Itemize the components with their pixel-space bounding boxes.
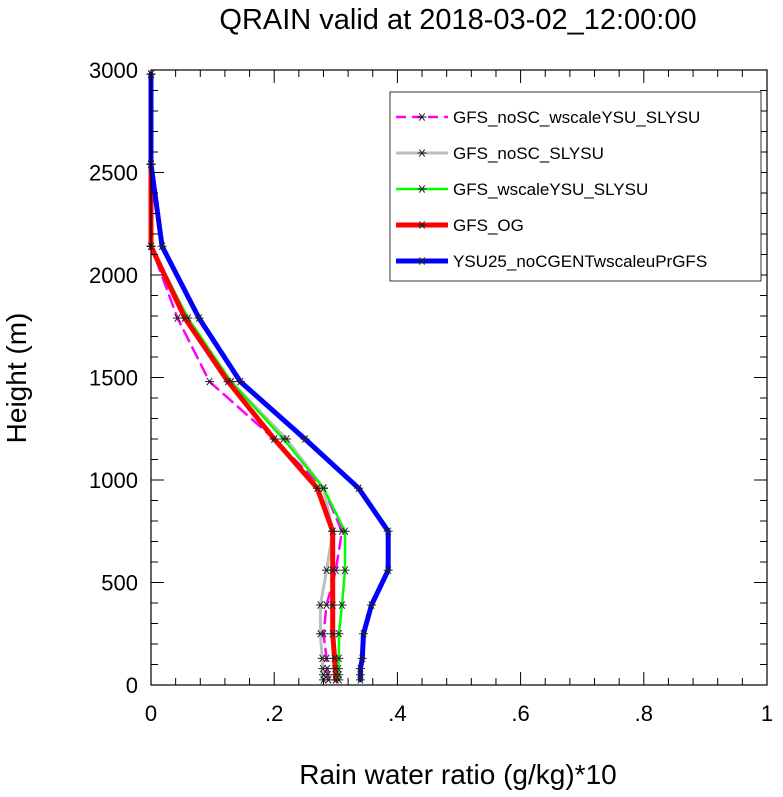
x-tick-label: .6 <box>511 701 529 726</box>
x-tick-label: .2 <box>265 701 283 726</box>
legend-box <box>389 91 762 282</box>
data-point <box>383 566 393 575</box>
data-point <box>340 566 350 575</box>
data-point <box>300 435 310 443</box>
legend-label: GFS_wscaleYSU_SLYSU <box>453 180 648 199</box>
legend-label: GFS_noSC_wscaleYSU_SLYSU <box>453 108 700 127</box>
data-point <box>194 314 204 322</box>
y-tick-label: 500 <box>101 571 138 596</box>
series-line-3 <box>149 72 347 682</box>
data-point <box>417 257 427 265</box>
x-tick-label: .4 <box>388 701 406 726</box>
data-point <box>328 527 338 536</box>
y-axis-title: Height (m) <box>1 313 32 444</box>
legend-label: YSU25_noCGENTwscaleuPrGFS <box>453 252 707 271</box>
data-point <box>328 601 338 609</box>
series-layer <box>146 70 393 684</box>
data-point <box>328 629 338 638</box>
data-point <box>318 664 328 673</box>
data-point <box>328 566 338 575</box>
data-point <box>337 601 347 609</box>
legend: GFS_noSC_wscaleYSU_SLYSU GFS_noSC_SLYSU GF… <box>389 91 762 282</box>
y-tick-labels: 0 500 1000 1500 2000 2500 3000 <box>89 58 138 698</box>
legend-label: GFS_OG <box>453 216 524 235</box>
data-point <box>417 185 427 193</box>
plot-area <box>146 70 393 684</box>
y-tick-label: 0 <box>126 673 138 698</box>
x-axis-title: Rain water ratio (g/kg)*10 <box>299 759 616 790</box>
data-point <box>340 527 350 536</box>
data-point <box>235 377 245 386</box>
data-point <box>357 654 367 663</box>
data-point <box>383 527 393 536</box>
data-point <box>312 484 322 493</box>
legend-items: GFS_noSC_wscaleYSU_SLYSU GFS_noSC_SLYSU GF… <box>396 108 707 271</box>
data-point <box>354 484 364 493</box>
data-point <box>157 242 167 251</box>
data-point <box>330 654 340 663</box>
data-point <box>205 377 215 386</box>
series-line-1 <box>149 72 344 682</box>
y-tick-label: 2500 <box>89 161 138 186</box>
data-point <box>269 435 279 443</box>
x-tick-label: .8 <box>635 701 653 726</box>
data-point <box>180 314 190 322</box>
y-tick-label: 1500 <box>89 366 138 391</box>
legend-label: GFS_noSC_SLYSU <box>453 144 604 163</box>
chart-title: QRAIN valid at 2018-03-02_12:00:00 <box>219 4 696 36</box>
series-line-4 <box>148 71 339 683</box>
data-point <box>315 629 325 638</box>
x-tick-label: 0 <box>145 701 157 726</box>
series-line-5 <box>148 71 391 683</box>
series-line-2 <box>149 72 335 682</box>
data-point <box>359 629 369 638</box>
data-point <box>355 664 365 673</box>
data-point <box>315 601 325 609</box>
data-point <box>278 435 288 443</box>
data-point <box>417 149 427 157</box>
data-point <box>367 601 377 609</box>
data-point <box>317 654 327 663</box>
x-tick-labels: 0 .2 .4 .6 .8 1 <box>145 701 773 726</box>
data-point <box>330 664 340 673</box>
data-point <box>223 377 233 386</box>
data-point <box>417 113 427 121</box>
y-tick-label: 3000 <box>89 58 138 83</box>
data-point <box>355 670 365 679</box>
data-point <box>417 221 427 229</box>
x-tick-label: 1 <box>761 701 773 726</box>
y-tick-label: 2000 <box>89 263 138 288</box>
y-tick-label: 1000 <box>89 468 138 493</box>
